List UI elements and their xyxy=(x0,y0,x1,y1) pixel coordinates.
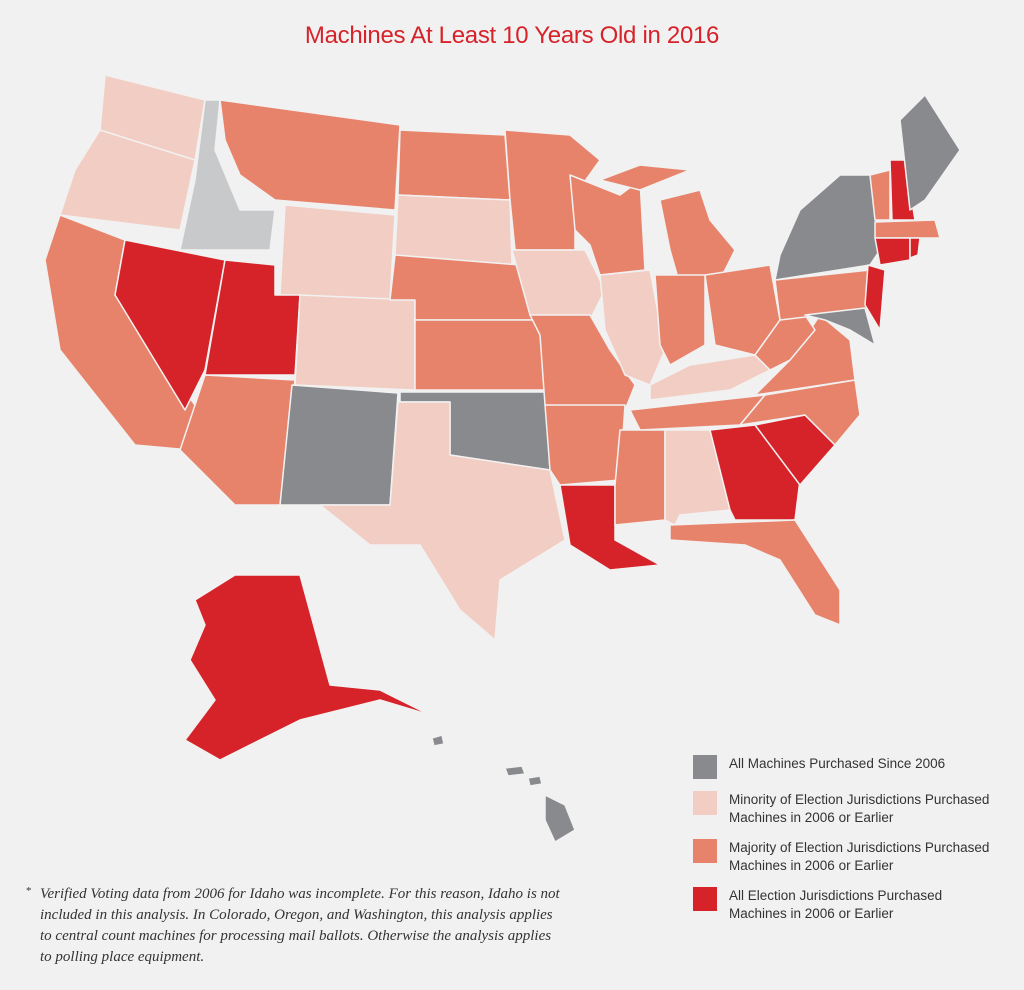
state xyxy=(754,314,856,396)
state xyxy=(59,129,196,231)
state xyxy=(184,574,431,761)
state xyxy=(774,174,881,281)
title: Machines At Least 10 Years Old in 2016 xyxy=(304,22,720,49)
footnote-marker: * xyxy=(26,885,32,897)
state xyxy=(909,237,921,259)
state xyxy=(414,319,546,391)
state xyxy=(394,194,513,266)
state xyxy=(739,379,861,446)
legend-swatch xyxy=(693,755,717,779)
state xyxy=(874,237,911,266)
state xyxy=(279,204,396,301)
state xyxy=(669,519,841,626)
state xyxy=(874,219,941,239)
legend-item: All Election Jurisdictions Purchased Mac… xyxy=(693,887,1013,923)
state xyxy=(431,734,576,843)
state xyxy=(529,314,636,411)
legend-swatch xyxy=(693,887,717,911)
legend-item: Majority of Election Jurisdictions Purch… xyxy=(693,839,1013,875)
legend-swatch xyxy=(693,791,717,815)
state xyxy=(397,129,511,201)
state xyxy=(179,374,296,506)
state xyxy=(219,99,401,211)
state xyxy=(511,249,606,321)
state xyxy=(114,239,226,411)
state xyxy=(654,274,706,366)
state xyxy=(899,94,961,211)
state xyxy=(179,99,276,251)
legend-label: Minority of Election Jurisdictions Purch… xyxy=(729,792,990,825)
states xyxy=(44,74,961,843)
legend-label: All Election Jurisdictions Purchased Mac… xyxy=(729,888,943,921)
state xyxy=(599,164,691,191)
legend-label: Majority of Election Jurisdictions Purch… xyxy=(729,840,990,873)
legend-label: All Machines Purchased Since 2006 xyxy=(729,756,946,771)
state xyxy=(659,189,736,286)
footnote: * Verified Voting data from 2006 for Ida… xyxy=(26,884,560,968)
state xyxy=(294,294,416,391)
state xyxy=(319,401,566,641)
state xyxy=(544,404,626,486)
state xyxy=(869,169,891,221)
state xyxy=(804,307,876,346)
footnote-text: Verified Voting data from 2006 for Idaho… xyxy=(40,886,560,965)
state xyxy=(864,264,886,331)
state xyxy=(279,384,399,506)
state xyxy=(614,429,666,526)
legend: All Machines Purchased Since 2006 Minorit… xyxy=(693,755,1013,935)
legend-item: All Machines Purchased Since 2006 xyxy=(693,755,1013,779)
legend-item: Minority of Election Jurisdictions Purch… xyxy=(693,791,1013,827)
legend-swatch xyxy=(693,839,717,863)
